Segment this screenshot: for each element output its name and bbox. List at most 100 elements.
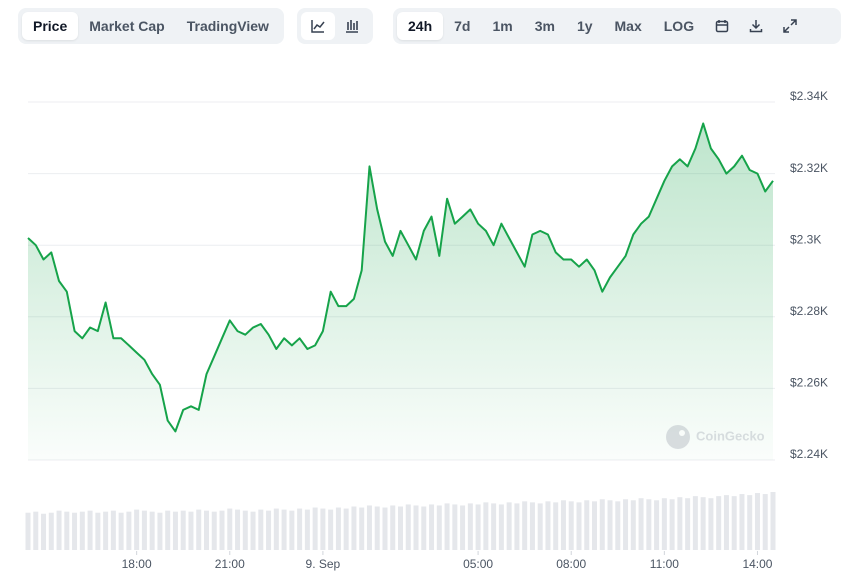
volume-bar [157, 512, 163, 550]
volume-bar [250, 511, 256, 550]
volume-bar [188, 511, 194, 550]
volume-bar [700, 497, 706, 550]
y-tick-label: $2.24K [790, 447, 828, 461]
volume-bar [514, 503, 520, 550]
line-chart-button[interactable] [301, 12, 335, 40]
volume-bar [258, 509, 264, 550]
volume-bar [615, 501, 621, 550]
volume-bar [72, 512, 78, 550]
volume-bar [483, 502, 489, 550]
y-tick-label: $2.32K [790, 161, 828, 175]
volume-bar [576, 502, 582, 550]
x-tick-label: 08:00 [556, 557, 586, 571]
range-button[interactable]: Max [614, 18, 642, 34]
x-tick-label: 11:00 [650, 557, 679, 571]
volume-bar [692, 496, 698, 550]
volume-bar [654, 500, 660, 550]
volume-bar [219, 510, 225, 550]
volume-bar [452, 504, 458, 550]
tab-group: Price Market Cap TradingView [18, 8, 284, 44]
range-button[interactable]: 24h [397, 12, 444, 40]
volume-bar [529, 502, 535, 550]
download-icon [749, 20, 763, 33]
x-tick-label: 9. Sep [306, 557, 341, 571]
volume-bar [731, 496, 737, 550]
volume-bar [33, 511, 39, 550]
tab[interactable]: TradingView [186, 18, 269, 34]
volume-bar [165, 510, 171, 550]
volume-bar [460, 505, 466, 550]
volume-bar [366, 505, 372, 550]
volume-bar [320, 508, 326, 550]
volume-bar [281, 509, 287, 550]
volume-bar [118, 512, 124, 550]
volume-bar [754, 493, 760, 550]
volume-bar [343, 508, 349, 550]
volume-bar [211, 511, 217, 550]
volume-bar [374, 506, 380, 550]
volume-bar [747, 495, 753, 550]
volume-bar [196, 509, 202, 550]
volume-bar [87, 510, 93, 550]
volume-bar [180, 510, 186, 550]
line-icon [311, 20, 325, 33]
range-button[interactable]: 1y [576, 18, 593, 34]
volume-bar [134, 509, 140, 550]
log-button[interactable]: LOG [663, 18, 695, 34]
volume-bar [48, 512, 54, 550]
volume-bar [630, 500, 636, 550]
volume-bar [723, 495, 729, 550]
download-button[interactable] [739, 12, 773, 40]
volume-bar [304, 509, 310, 550]
volume-bar [599, 499, 605, 550]
volume-bar [266, 510, 272, 550]
tab[interactable]: Market Cap [89, 18, 165, 34]
volume-bar [444, 503, 450, 550]
y-tick-label: $2.28K [790, 304, 828, 318]
watermark-text: CoinGecko [696, 428, 765, 443]
volume-bar [25, 512, 31, 550]
volume-bar [436, 505, 442, 550]
range-button[interactable]: 1m [492, 18, 513, 34]
volume-bar [64, 511, 70, 550]
volume-bar [623, 499, 629, 550]
y-tick-label: $2.3K [790, 232, 821, 246]
volume-bar [79, 511, 85, 550]
x-tick-label: 21:00 [215, 557, 245, 571]
volume-bar [297, 508, 303, 550]
volume-bar [560, 500, 566, 550]
range-button[interactable]: 7d [454, 18, 471, 34]
volume-bar [669, 499, 675, 550]
candle-chart-button[interactable] [335, 12, 369, 40]
volume-bar [227, 508, 233, 550]
volume-bar [413, 505, 419, 550]
watermark: CoinGecko [666, 425, 765, 449]
y-tick-label: $2.26K [790, 376, 828, 390]
calendar-button[interactable] [705, 12, 739, 40]
volume-bar [390, 505, 396, 550]
range-button[interactable]: 3m [534, 18, 555, 34]
volume-bar [351, 506, 357, 550]
volume-bar [537, 503, 543, 550]
volume-bar [506, 502, 512, 550]
expand-button[interactable] [773, 12, 807, 40]
volume-bar [41, 513, 47, 550]
volume-bar [646, 499, 652, 550]
x-tick-label: 05:00 [463, 557, 493, 571]
calendar-icon [715, 20, 729, 33]
volume-bar [638, 498, 644, 550]
volume-bar [328, 509, 334, 550]
volume-bar [141, 510, 147, 550]
volume-bar [685, 498, 691, 550]
volume-bar [545, 501, 551, 550]
candle-icon [346, 20, 358, 33]
volume-bar [398, 506, 403, 550]
price-line [27, 122, 774, 433]
volume-bar [661, 498, 667, 550]
volume-bar [677, 497, 683, 550]
volume-bar [592, 501, 598, 550]
tab[interactable]: Price [22, 12, 79, 40]
volume-bar [149, 511, 155, 550]
